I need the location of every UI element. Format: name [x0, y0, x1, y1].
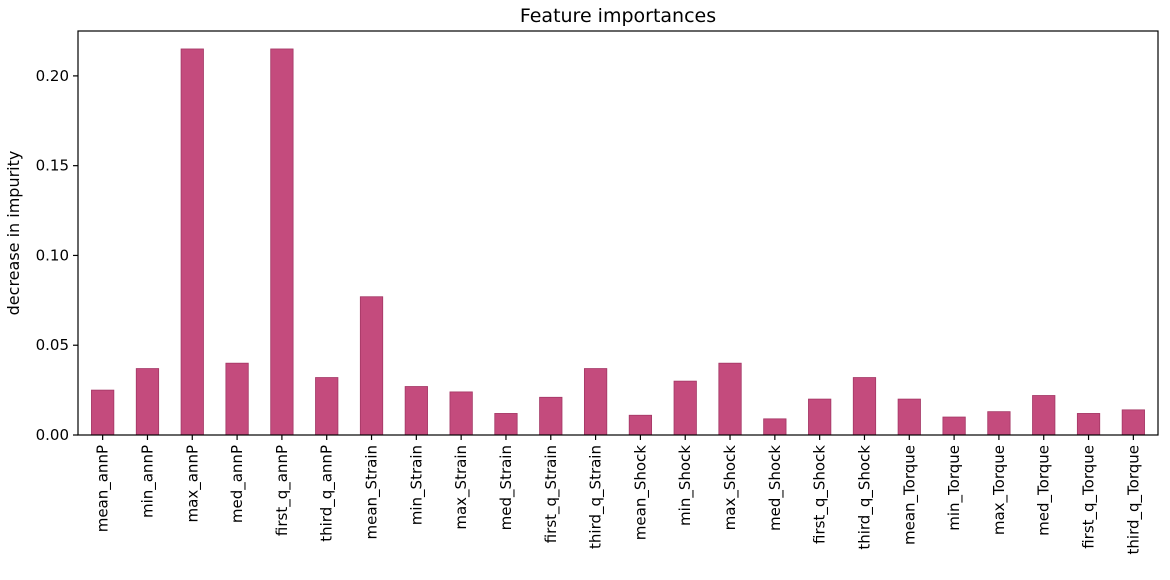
bar-first-q-shock	[808, 398, 832, 436]
bar-first-q-strain	[539, 396, 563, 436]
x-tick-label: first_q_Shock	[811, 445, 830, 544]
x-tick-label: third_q_Strain	[587, 445, 606, 549]
x-tick-label: mean_Strain	[363, 445, 382, 539]
bar-third-q-annp	[315, 377, 339, 436]
bar-max-torque	[987, 411, 1011, 436]
x-ticks-group: mean_annP min_annP max_annP med_annP first_q…	[94, 435, 1143, 554]
x-tick-label: third_q_Torque	[1124, 445, 1143, 554]
chart-title: Feature importances	[520, 5, 716, 27]
y-axis-label: decrease in impurity	[4, 151, 23, 316]
x-tick-label: min_Torque	[945, 445, 964, 531]
bar-mean-annp	[91, 389, 115, 436]
bar-mean-torque	[897, 398, 921, 436]
x-tick-label: mean_Shock	[631, 445, 650, 540]
y-tick-label: 0.15	[36, 157, 69, 175]
x-tick-label: min_Strain	[407, 445, 426, 525]
y-tick-label: 0.05	[36, 336, 69, 354]
bar-min-shock	[673, 380, 697, 436]
bar-third-q-torque	[1121, 409, 1145, 436]
y-tick-label: 0.10	[36, 246, 69, 264]
x-tick-label: min_Shock	[676, 445, 695, 526]
y-tick-label: 0.00	[36, 426, 69, 444]
x-tick-label: med_Shock	[766, 445, 785, 531]
bar-max-shock	[718, 362, 742, 436]
bar-mean-strain	[359, 296, 384, 436]
bar-med-shock	[763, 418, 787, 436]
x-tick-label: first_q_Torque	[1080, 445, 1099, 549]
bar-third-q-shock	[852, 377, 877, 436]
bar-first-q-annp	[270, 48, 294, 436]
y-tick-label: 0.20	[36, 67, 69, 85]
x-tick-label: mean_Torque	[900, 445, 919, 545]
bar-med-strain	[494, 413, 518, 436]
x-tick-label: med_Strain	[497, 445, 516, 530]
x-tick-label: max_Shock	[721, 445, 740, 531]
bar-first-q-torque	[1076, 413, 1101, 436]
y-ticks-group: 0.00 0.05 0.10 0.15 0.20	[36, 67, 78, 444]
bar-mean-shock	[628, 414, 653, 436]
x-tick-label: med_Torque	[1035, 445, 1054, 536]
x-tick-label: mean_annP	[94, 445, 113, 532]
x-tick-label: first_q_Strain	[542, 445, 561, 543]
x-tick-label: max_Torque	[990, 445, 1009, 535]
x-tick-label: min_annP	[138, 445, 157, 518]
bar-max-strain	[449, 391, 473, 436]
bar-med-torque	[1032, 395, 1056, 436]
bars-group	[91, 48, 1145, 436]
bar-med-annp	[225, 362, 249, 436]
bar-min-annp	[135, 368, 160, 436]
plot-frame	[77, 30, 1159, 436]
bar-third-q-strain	[583, 368, 608, 436]
bar-min-torque	[942, 416, 966, 436]
x-tick-label: max_Strain	[452, 445, 471, 530]
x-tick-label: third_q_Shock	[855, 445, 874, 550]
x-tick-label: max_annP	[183, 445, 202, 522]
x-tick-label: med_annP	[228, 445, 247, 523]
bar-min-strain	[404, 386, 428, 436]
x-tick-label: first_q_annP	[273, 445, 292, 536]
x-tick-label: third_q_annP	[318, 445, 337, 542]
bar-max-annp	[180, 48, 204, 436]
